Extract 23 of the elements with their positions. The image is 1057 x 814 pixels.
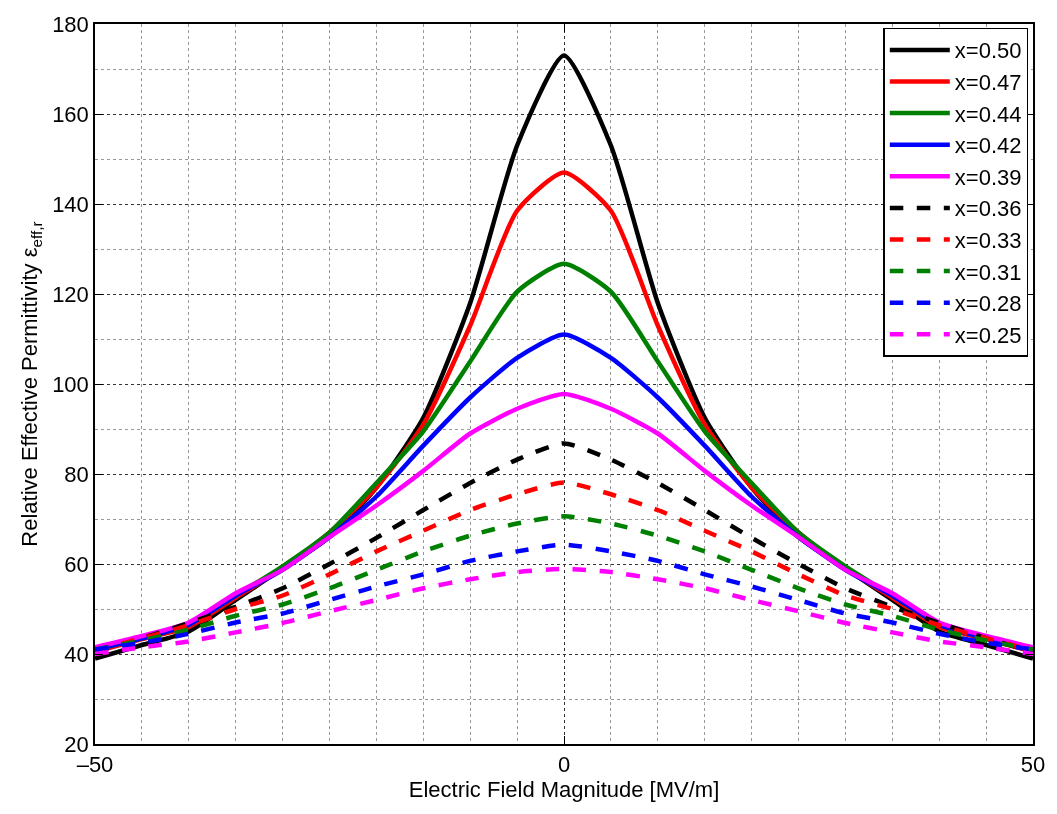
legend-label: x=0.44	[954, 101, 1022, 127]
x-tick-label: 0	[557, 752, 571, 778]
legend-label: x=0.39	[954, 164, 1022, 190]
y-tick-label: 40	[64, 641, 89, 667]
line-series	[95, 391, 1033, 650]
legend-label: x=0.36	[954, 196, 1022, 222]
x-tick-label: 50	[1020, 752, 1046, 778]
y-tick-label: 120	[52, 281, 89, 307]
legend-label: x=0.25	[954, 322, 1022, 348]
y-tick-label: 140	[52, 191, 89, 217]
legend-label: x=0.42	[954, 133, 1022, 159]
y-tick-label: 80	[64, 461, 89, 487]
legend-label: x=0.31	[954, 259, 1022, 285]
legend-label: x=0.50	[954, 38, 1022, 64]
legend-label: x=0.47	[954, 70, 1022, 96]
legend-label: x=0.28	[954, 291, 1022, 317]
y-tick-label: 160	[52, 101, 89, 127]
line-series	[95, 566, 1033, 657]
x-axis-title: Electric Field Magnitude [MV/m]	[408, 777, 720, 803]
legend-label: x=0.33	[954, 228, 1022, 254]
y-tick-label: 60	[64, 551, 89, 577]
y-tick-label: 180	[52, 11, 89, 37]
y-tick-label: 100	[52, 371, 89, 397]
